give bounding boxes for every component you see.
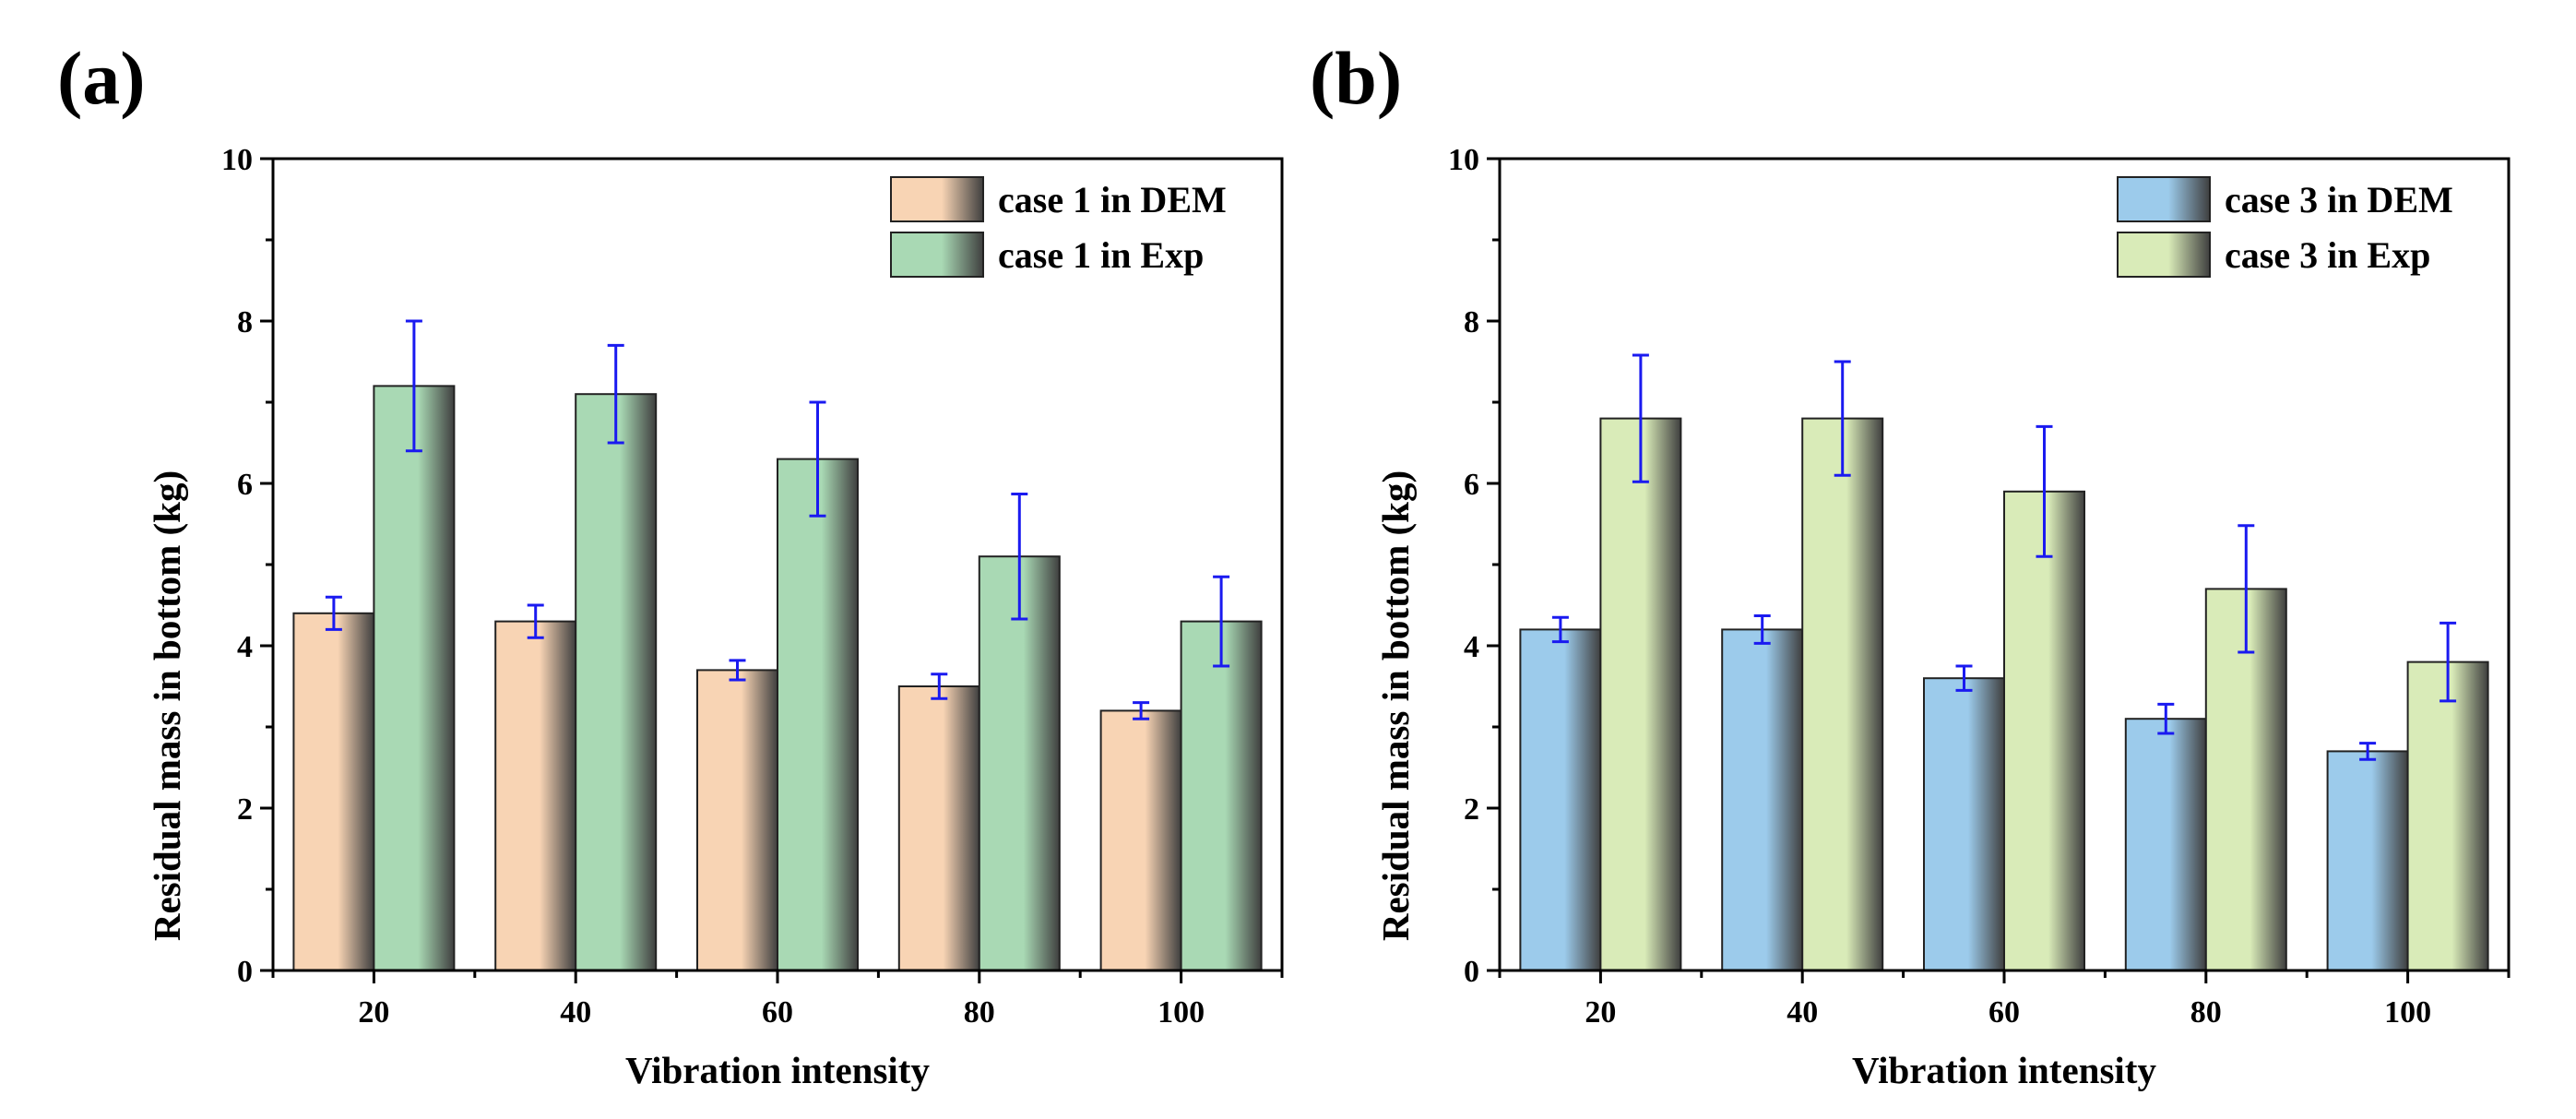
x-tick-label: 40	[560, 995, 591, 1030]
y-tick-label: 6	[237, 468, 253, 502]
error-bar-case-3-in-dem-60	[1955, 664, 1973, 692]
bar-case-1-in-exp-40	[575, 393, 658, 971]
bar-case-3-in-exp-20	[1599, 417, 1682, 972]
legend-label: case 3 in DEM	[2225, 179, 2453, 220]
y-axis: 0 2 4 6 8 10	[1448, 143, 1500, 989]
x-tick-label: 80	[2190, 995, 2222, 1030]
error-bar-case-1-in-exp-80	[1011, 492, 1028, 621]
bar-case-3-in-dem-80	[2124, 718, 2207, 971]
error-bar-case-3-in-dem-40	[1753, 613, 1771, 645]
error-bar-case-3-in-exp-100	[2439, 621, 2457, 703]
x-tick-label: 100	[2384, 995, 2431, 1030]
bars	[292, 385, 1263, 972]
panel-label: (a)	[57, 36, 146, 120]
error-bar-case-3-in-dem-20	[1551, 615, 1569, 644]
x-axis-title: Vibration intensity	[1852, 1049, 2156, 1091]
y-tick-label: 2	[1464, 792, 1479, 827]
error-bar-case-1-in-exp-20	[405, 319, 422, 453]
x-axis-title: Vibration intensity	[625, 1049, 930, 1091]
error-bar-case-3-in-exp-40	[1834, 360, 1851, 477]
bar-case-3-in-exp-40	[1801, 417, 1884, 972]
legend-swatch	[2117, 232, 2211, 278]
y-tick-label: 0	[1464, 955, 1479, 989]
error-bar-case-3-in-dem-80	[2157, 702, 2175, 735]
y-tick-label: 0	[237, 955, 253, 989]
legend-swatch	[890, 232, 984, 278]
bar-case-3-in-dem-60	[1923, 677, 2005, 971]
y-tick-label: 4	[237, 630, 253, 664]
bars	[1519, 417, 2489, 972]
x-axis: 20 40 60 80 100	[1498, 970, 2511, 1030]
legend-label: case 1 in Exp	[998, 234, 1204, 276]
error-bar-case-1-in-exp-40	[607, 343, 624, 445]
error-bar-case-1-in-exp-100	[1213, 575, 1230, 668]
x-axis: 20 40 60 80 100	[271, 970, 1284, 1030]
bar-case-3-in-dem-20	[1519, 628, 1602, 972]
chart-panel-b: (b) 0 2 4 6 8 10 20 40 60 80 100 Vibration intensity…	[1310, 36, 2511, 1091]
legend: case 3 in DEM case 3 in Exp	[2117, 176, 2453, 278]
bar-case-1-in-dem-80	[897, 685, 980, 971]
error-bar-case-3-in-exp-20	[1632, 353, 1649, 483]
error-bars	[1551, 353, 2457, 761]
x-tick-label: 60	[762, 995, 793, 1030]
bar-case-1-in-exp-60	[777, 458, 859, 972]
legend-label: case 1 in DEM	[998, 179, 1227, 220]
bar-case-3-in-dem-40	[1721, 628, 1804, 972]
error-bar-case-1-in-dem-80	[931, 673, 948, 700]
bar-case-1-in-dem-20	[292, 612, 375, 971]
error-bar-case-1-in-dem-40	[527, 603, 544, 639]
x-tick-label: 80	[964, 995, 995, 1030]
bar-case-1-in-dem-60	[696, 669, 778, 972]
legend-swatch	[2117, 176, 2211, 222]
y-tick-label: 4	[1464, 630, 1479, 664]
panel-label: (b)	[1310, 36, 1402, 120]
error-bar-case-1-in-exp-60	[809, 400, 826, 518]
error-bar-case-1-in-dem-20	[325, 595, 342, 631]
y-tick-label: 6	[1464, 468, 1479, 502]
bar-case-3-in-exp-100	[2406, 661, 2489, 971]
x-tick-label: 100	[1157, 995, 1205, 1030]
x-tick-label: 20	[358, 995, 389, 1030]
bar-case-1-in-exp-20	[373, 385, 456, 971]
y-axis-title: Residual mass in bottom (kg)	[146, 470, 188, 941]
bar-case-3-in-dem-100	[2326, 750, 2409, 972]
y-tick-label: 8	[1464, 305, 1479, 339]
y-axis: 0 2 4 6 8 10	[221, 143, 273, 989]
bar-case-1-in-exp-100	[1180, 620, 1263, 971]
error-bar-case-1-in-dem-100	[1133, 701, 1150, 720]
bar-case-1-in-dem-100	[1099, 709, 1182, 972]
y-tick-label: 10	[221, 143, 253, 177]
y-tick-label: 8	[237, 305, 253, 339]
error-bar-case-1-in-dem-60	[729, 659, 746, 682]
error-bar-case-3-in-dem-100	[2359, 742, 2377, 761]
x-tick-label: 20	[1585, 995, 1616, 1030]
legend: case 1 in DEM case 1 in Exp	[890, 176, 1227, 278]
error-bars	[325, 319, 1230, 720]
bar-case-1-in-dem-40	[494, 620, 577, 971]
bar-case-1-in-exp-80	[978, 555, 1061, 971]
chart-panel-a: (a) 0 2 4 6 8 10 20 40 60 80 100 Vibration intensity…	[57, 36, 1284, 1091]
y-axis-title: Residual mass in bottom (kg)	[1374, 470, 1417, 941]
y-tick-label: 2	[237, 792, 253, 827]
legend-swatch	[890, 176, 984, 222]
error-bar-case-3-in-exp-60	[2036, 424, 2053, 558]
error-bar-case-3-in-exp-80	[2238, 524, 2255, 654]
x-tick-label: 60	[1988, 995, 2020, 1030]
y-tick-label: 10	[1448, 143, 1479, 177]
bar-case-3-in-exp-60	[2003, 490, 2085, 971]
legend-label: case 3 in Exp	[2225, 234, 2430, 276]
x-tick-label: 40	[1787, 995, 1818, 1030]
